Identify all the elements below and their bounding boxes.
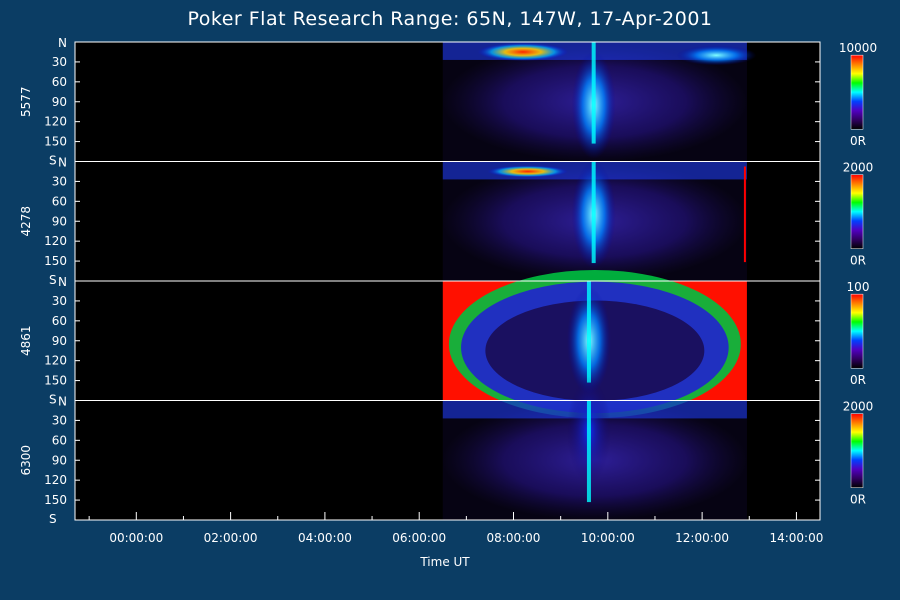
y-tick-label: 90 xyxy=(52,214,67,228)
y-tick-north: N xyxy=(58,275,67,289)
panel-ylabel: 5577 xyxy=(19,86,33,117)
y-tick-label: 150 xyxy=(44,493,67,507)
y-tick-label: 90 xyxy=(52,453,67,467)
panel-5577 xyxy=(442,42,757,162)
y-tick-label: 90 xyxy=(52,95,67,109)
panel-peak-streak xyxy=(586,281,591,383)
y-tick-label: 30 xyxy=(52,55,67,69)
panel-peak-streak xyxy=(591,161,596,264)
y-tick-north: N xyxy=(58,156,67,170)
x-tick-label: 06:00:00 xyxy=(392,531,446,545)
panel-4861 xyxy=(442,269,747,419)
panel-6300 xyxy=(442,376,747,520)
y-tick-label: 120 xyxy=(44,234,67,248)
colorbar xyxy=(850,54,864,130)
y-tick-north: N xyxy=(58,395,67,409)
panel-edge-streak xyxy=(743,166,746,263)
colorbar-max-label: 10000 xyxy=(839,41,877,55)
x-tick-label: 12:00:00 xyxy=(675,531,729,545)
panel-arc-red xyxy=(487,165,568,178)
x-tick-label: 14:00:00 xyxy=(769,531,823,545)
panel-arc-cyan xyxy=(676,45,757,66)
colorbar xyxy=(850,174,864,249)
y-tick-label: 150 xyxy=(44,254,67,268)
y-tick-label: 60 xyxy=(52,433,67,447)
y-tick-south: S xyxy=(49,273,57,287)
y-tick-label: 120 xyxy=(44,354,67,368)
y-tick-label: 150 xyxy=(44,135,67,149)
colorbar xyxy=(850,293,864,369)
colorbar xyxy=(850,413,864,488)
panel-peak-streak xyxy=(586,400,591,503)
y-tick-label: 120 xyxy=(44,115,67,129)
panel-4278 xyxy=(442,160,747,281)
colorbar-min-label: 0R xyxy=(850,134,866,148)
y-tick-north: N xyxy=(58,36,67,50)
y-tick-label: 120 xyxy=(44,473,67,487)
colorbar-max-label: 100 xyxy=(847,280,870,294)
y-tick-label: 60 xyxy=(52,194,67,208)
chart-title: Poker Flat Research Range: 65N, 147W, 17… xyxy=(187,8,713,30)
colorbar-min-label: 0R xyxy=(850,254,866,268)
panel-ylabel: 6300 xyxy=(19,445,33,476)
plot-frame xyxy=(74,41,821,521)
y-tick-south: S xyxy=(49,512,57,526)
panel-ylabel: 4278 xyxy=(19,206,33,237)
y-tick-south: S xyxy=(49,154,57,168)
colorbar-min-label: 0R xyxy=(850,373,866,387)
x-axis-label: Time UT xyxy=(420,555,470,569)
panel-ylabel: 4861 xyxy=(19,325,33,356)
y-tick-label: 30 xyxy=(52,294,67,308)
x-tick-label: 08:00:00 xyxy=(487,531,541,545)
y-tick-label: 90 xyxy=(52,334,67,348)
x-tick-label: 10:00:00 xyxy=(581,531,635,545)
y-tick-label: 60 xyxy=(52,75,67,89)
colorbar-min-label: 0R xyxy=(850,493,866,507)
y-tick-label: 150 xyxy=(44,374,67,388)
y-tick-south: S xyxy=(49,393,57,407)
x-tick-label: 00:00:00 xyxy=(109,531,163,545)
y-tick-label: 30 xyxy=(52,413,67,427)
panel-peak-streak xyxy=(591,42,596,144)
colorbar-max-label: 2000 xyxy=(843,400,874,414)
x-tick-label: 02:00:00 xyxy=(204,531,258,545)
panel-arc-red xyxy=(477,42,568,61)
y-tick-label: 30 xyxy=(52,174,67,188)
y-tick-label: 60 xyxy=(52,314,67,328)
colorbar-max-label: 2000 xyxy=(843,161,874,175)
x-tick-label: 04:00:00 xyxy=(298,531,352,545)
